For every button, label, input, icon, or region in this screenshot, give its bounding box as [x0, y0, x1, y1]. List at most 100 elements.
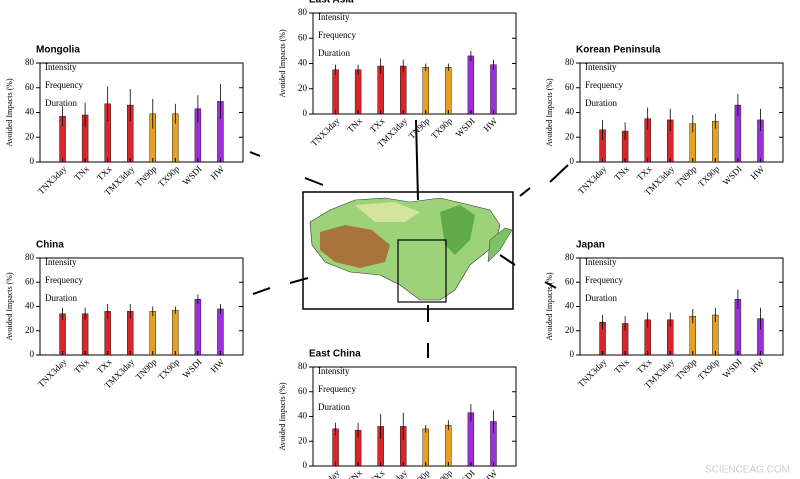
chart-title: East Asia — [309, 0, 354, 6]
y-tick-label: 20 — [298, 435, 308, 445]
bar — [217, 308, 224, 356]
chart-title: Korean Peninsula — [576, 45, 661, 56]
x-tick-label: TX90p — [429, 115, 454, 140]
x-tick-label: TX90p — [156, 163, 181, 188]
x-tick-label: HW — [209, 163, 227, 181]
x-tick-label: WSDI — [720, 164, 743, 187]
legend-label: Duration — [45, 293, 77, 303]
x-tick-label: TNX3day — [309, 467, 342, 479]
y-tick-label: 80 — [565, 252, 575, 262]
x-tick-label: WSDI — [453, 468, 476, 479]
bar — [467, 55, 475, 115]
y-tick-label: 40 — [298, 58, 308, 68]
x-tick-label: TN90p — [407, 115, 432, 140]
legend-label: Duration — [318, 48, 350, 58]
x-tick-label: TN90p — [134, 163, 159, 188]
x-tick-label: TN90p — [134, 356, 159, 381]
legend-label: Duration — [318, 402, 350, 412]
y-tick-label: 20 — [565, 131, 575, 141]
x-tick-label: TNX3day — [576, 163, 609, 196]
y-tick-label: 80 — [298, 361, 308, 371]
chart-title: East China — [309, 349, 361, 360]
legend-label: Intensity — [585, 62, 617, 72]
legend-label: Duration — [585, 98, 617, 108]
x-tick-label: TXx — [95, 356, 114, 375]
y-tick-label: 0 — [303, 108, 308, 118]
x-tick-label: TX90p — [156, 356, 181, 381]
legend-label: Duration — [585, 293, 617, 303]
plot-frame — [312, 366, 517, 467]
x-tick-label: WSDI — [180, 164, 203, 187]
y-tick-label: 80 — [565, 57, 575, 67]
plot-frame — [579, 257, 784, 356]
y-tick-label: 80 — [25, 252, 35, 262]
east-china-box — [397, 239, 447, 303]
y-axis-label: Avoided Impacts (%) — [278, 382, 287, 451]
legend-label: Frequency — [45, 80, 83, 90]
x-tick-label: TXx — [635, 163, 654, 182]
bar — [149, 311, 156, 356]
y-axis-label: Avoided Impacts (%) — [5, 272, 14, 341]
y-tick-label: 0 — [30, 156, 35, 166]
legend-label: Intensity — [45, 257, 77, 267]
x-tick-label: HW — [209, 356, 227, 374]
x-tick-label: HW — [482, 115, 500, 133]
x-tick-label: TXx — [368, 467, 387, 479]
bar — [194, 299, 202, 356]
y-tick-label: 20 — [298, 83, 308, 93]
y-tick-label: 40 — [565, 301, 575, 311]
panel: East China Avoided Impacts (%) 0 20 40 60 80 In… — [278, 349, 517, 479]
chart-title: Japan — [576, 240, 605, 251]
y-tick-label: 60 — [298, 32, 308, 42]
y-tick-label: 80 — [298, 7, 308, 17]
japan-land — [487, 227, 513, 263]
y-tick-label: 20 — [565, 325, 575, 335]
legend-label: Frequency — [585, 275, 623, 285]
x-tick-label: WSDI — [720, 357, 743, 380]
panel: Mongolia Avoided Impacts (%) 0 20 40 60 80 Inte… — [5, 45, 244, 197]
x-tick-label: WSDI — [180, 357, 203, 380]
x-tick-label: TNx — [612, 163, 631, 182]
y-tick-label: 0 — [570, 156, 575, 166]
panel: Korean Peninsula Avoided Impacts (%) 0 20 40… — [545, 45, 784, 197]
y-tick-label: 60 — [25, 276, 35, 286]
plot-frame — [579, 62, 784, 163]
x-tick-label: TN90p — [674, 356, 699, 381]
x-tick-label: TXx — [368, 115, 387, 134]
plot-frame — [39, 257, 244, 356]
legend-label: Intensity — [45, 62, 77, 72]
bar — [422, 428, 429, 467]
x-tick-label: TX90p — [429, 467, 454, 479]
x-tick-label: TXx — [95, 163, 114, 182]
y-axis-label: Avoided Impacts (%) — [5, 78, 14, 147]
northeast — [440, 205, 475, 255]
y-tick-label: 60 — [565, 276, 575, 286]
y-tick-label: 60 — [565, 82, 575, 92]
legend-label: Frequency — [318, 384, 356, 394]
y-axis-label: Avoided Impacts (%) — [545, 78, 554, 147]
panel: China Avoided Impacts (%) 0 20 40 60 80 Intensi… — [5, 240, 244, 390]
x-tick-label: TNX3day — [576, 356, 609, 389]
legend-label: Duration — [45, 98, 77, 108]
y-tick-label: 40 — [25, 301, 35, 311]
panel: Japan Avoided Impacts (%) 0 20 40 60 80 Intensi… — [545, 240, 784, 390]
y-tick-label: 60 — [298, 386, 308, 396]
y-tick-label: 0 — [30, 349, 35, 359]
y-tick-label: 60 — [25, 82, 35, 92]
x-tick-label: TNX3day — [36, 356, 69, 389]
map — [249, 119, 569, 358]
y-axis-label: Avoided Impacts (%) — [545, 272, 554, 341]
x-tick-label: TX90p — [696, 356, 721, 381]
x-tick-label: TNX3day — [36, 163, 69, 196]
legend-label: Frequency — [318, 30, 356, 40]
bar — [81, 313, 89, 356]
x-tick-label: TXx — [635, 356, 654, 375]
x-tick-label: TNx — [612, 356, 631, 375]
chart-title: China — [36, 240, 64, 251]
x-tick-label: TNx — [345, 115, 364, 134]
legend-label: Frequency — [585, 80, 623, 90]
plot-frame — [39, 62, 244, 163]
plot-frame — [312, 12, 517, 115]
bar — [172, 309, 179, 356]
